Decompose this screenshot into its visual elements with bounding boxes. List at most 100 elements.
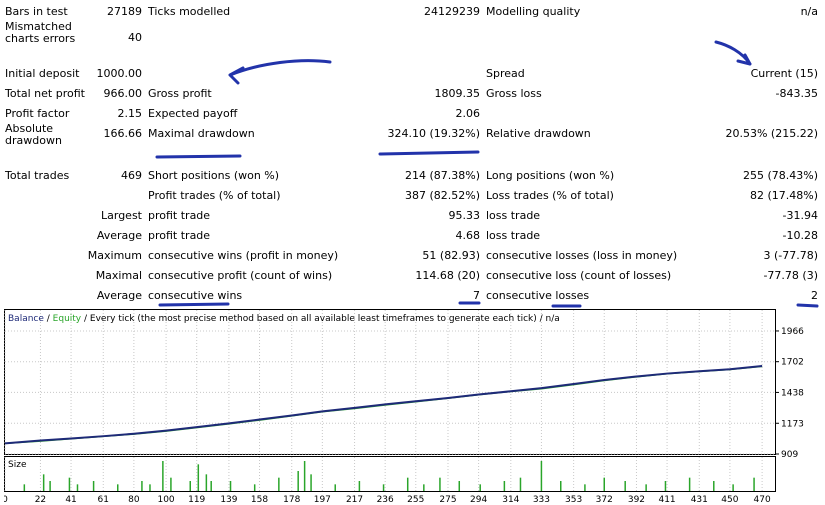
report-row-2-c1: Initial deposit [5, 67, 80, 80]
size-label: Size [8, 460, 27, 470]
report-row-12-c6: 2 [811, 289, 818, 302]
report-row-8-c2: Largest [101, 209, 142, 222]
x-tick-label: 333 [533, 495, 550, 505]
report-row-12-c5: consecutive losses [486, 289, 590, 302]
arrow-annotation-gross-profit [228, 59, 332, 85]
report-row-1-c2: 40 [128, 31, 142, 44]
report-row-0-c2: 27189 [107, 5, 142, 18]
report-row-2-c2: 1000.00 [96, 67, 143, 80]
report-row-0-c3: Ticks modelled [148, 5, 231, 18]
report-row-1-c1: Mismatched charts errors [5, 20, 76, 45]
x-tick-label: 41 [65, 495, 76, 505]
report-row-10-c6: 3 (-77.78) [763, 249, 818, 262]
report-row-7-c5: Loss trades (% of total) [486, 189, 614, 202]
report-row-3-c1: Total net profit [5, 87, 85, 100]
chart-header: Balance / Equity / Every tick (the most … [8, 314, 560, 324]
report-row-8-c5: loss trade [486, 209, 541, 222]
underline-avg-losses-value [796, 303, 819, 308]
y-tick-label: 909 [781, 450, 798, 460]
x-tick-label: 61 [98, 495, 109, 505]
report-row-12-c2: Average [96, 289, 142, 302]
y-tick-label: 1702 [781, 358, 804, 368]
report-row-5-c6: 20.53% (215.22) [725, 127, 818, 140]
balance-equity-chart: 1966 1702 1438 1173 909 0 22 41 61 80 100 119 139 15… [4, 309, 822, 505]
report-row-7-c4: 387 (82.52%) [404, 189, 480, 202]
report-row-6-c4: 214 (87.38%) [404, 169, 480, 182]
x-tick-label: 411 [658, 495, 675, 505]
report-row-5-c3: Maximal drawdown [148, 127, 255, 140]
x-tick-label: 294 [470, 495, 487, 505]
y-tick-label: 1173 [781, 419, 804, 429]
x-tick-label: 450 [721, 495, 738, 505]
series-group [4, 365, 763, 445]
report-row-3-c2: 966.00 [103, 87, 143, 100]
x-tick-label: 236 [377, 495, 394, 505]
x-tick-label: 431 [691, 495, 708, 505]
x-tick-label: 139 [220, 495, 237, 505]
size-plot-border [4, 456, 776, 492]
legend-equity: Equity [53, 314, 82, 324]
size-bars-group [23, 461, 755, 491]
report-row-11-c6: -77.78 (3) [763, 269, 818, 282]
report-row-2-c5: Spread [486, 67, 525, 80]
grid [4, 310, 775, 491]
report-row-6-c6: 255 (78.43%) [742, 169, 818, 182]
report-row-7-c3: Profit trades (% of total) [148, 189, 281, 202]
x-tick-label: 275 [439, 495, 456, 505]
report-row-11-c4: 114.68 (20) [415, 269, 480, 282]
report-row-8-c4: 95.33 [448, 209, 481, 222]
report-row-6-c3: Short positions (won %) [148, 169, 280, 182]
legend-balance: Balance [8, 314, 44, 324]
report-row-12-c4: 7 [473, 289, 480, 302]
report-row-5-c1: Absolute drawdown [5, 122, 62, 147]
report-row-9-c4: 4.68 [455, 229, 481, 242]
report-row-8-c6: -31.94 [782, 209, 818, 222]
underline-drawdown-value [378, 150, 480, 156]
report-row-4-c4: 2.06 [455, 107, 481, 120]
x-tick-label: 372 [596, 495, 613, 505]
report-row-0-c6: n/a [800, 5, 818, 18]
y-tick-label: 1438 [781, 388, 804, 398]
x-tick-label: 314 [502, 495, 519, 505]
report-row-9-c2: Average [96, 229, 142, 242]
chart-description: / Every tick (the most precise method ba… [81, 314, 560, 324]
x-tick-label: 353 [565, 495, 582, 505]
x-tick-label: 470 [754, 495, 771, 505]
x-tick-label: 22 [35, 495, 46, 505]
report-row-5-c2: 166.66 [103, 127, 143, 140]
x-tick-label: 217 [346, 495, 363, 505]
report-row-6-c5: Long positions (won %) [486, 169, 615, 182]
report-row-0-c4: 24129239 [424, 5, 480, 18]
report-row-9-c3: profit trade [148, 229, 211, 242]
series-line-balance [4, 365, 763, 445]
report-row-4-c3: Expected payoff [148, 107, 238, 120]
underline-maximal-drawdown [155, 154, 242, 159]
report-row-10-c2: Maximum [87, 249, 142, 262]
y-tick-label: 1966 [781, 327, 804, 337]
x-tick-label: 197 [314, 495, 331, 505]
x-tick-label: 392 [628, 495, 645, 505]
report-row-4-c2: 2.15 [117, 107, 143, 120]
annotation-overlay [155, 40, 819, 308]
x-tick-label: 80 [128, 495, 140, 505]
y-axis: 1966 1702 1438 1173 909 [775, 327, 804, 460]
report-row-9-c6: -10.28 [782, 229, 818, 242]
report-row-6-c2: 469 [121, 169, 142, 182]
report-row-3-c5: Gross loss [486, 87, 542, 100]
x-tick-label: 178 [283, 495, 300, 505]
x-tick-label: 119 [188, 495, 205, 505]
main-plot-border [4, 309, 776, 455]
report-row-5-c4: 324.10 (19.32%) [387, 127, 480, 140]
underline-avg-consecutive-wins [158, 302, 230, 307]
report-row-3-c6: -843.35 [775, 87, 818, 100]
report-row-11-c2: Maximal [95, 269, 142, 282]
report-row-6-c1: Total trades [5, 169, 70, 182]
report-row-0-c1: Bars in test [5, 5, 68, 18]
report-row-8-c3: profit trade [148, 209, 211, 222]
x-axis: 0 22 41 61 80 100 119 139 158 178 197 217 236 255 275 2… [4, 495, 771, 505]
report-row-3-c4: 1809.35 [434, 87, 481, 100]
report-row-3-c3: Gross profit [148, 87, 212, 100]
report-row-7-c6: 82 (17.48%) [749, 189, 818, 202]
x-tick-label: 100 [157, 495, 174, 505]
report-row-12-c3: consecutive wins [148, 289, 243, 302]
